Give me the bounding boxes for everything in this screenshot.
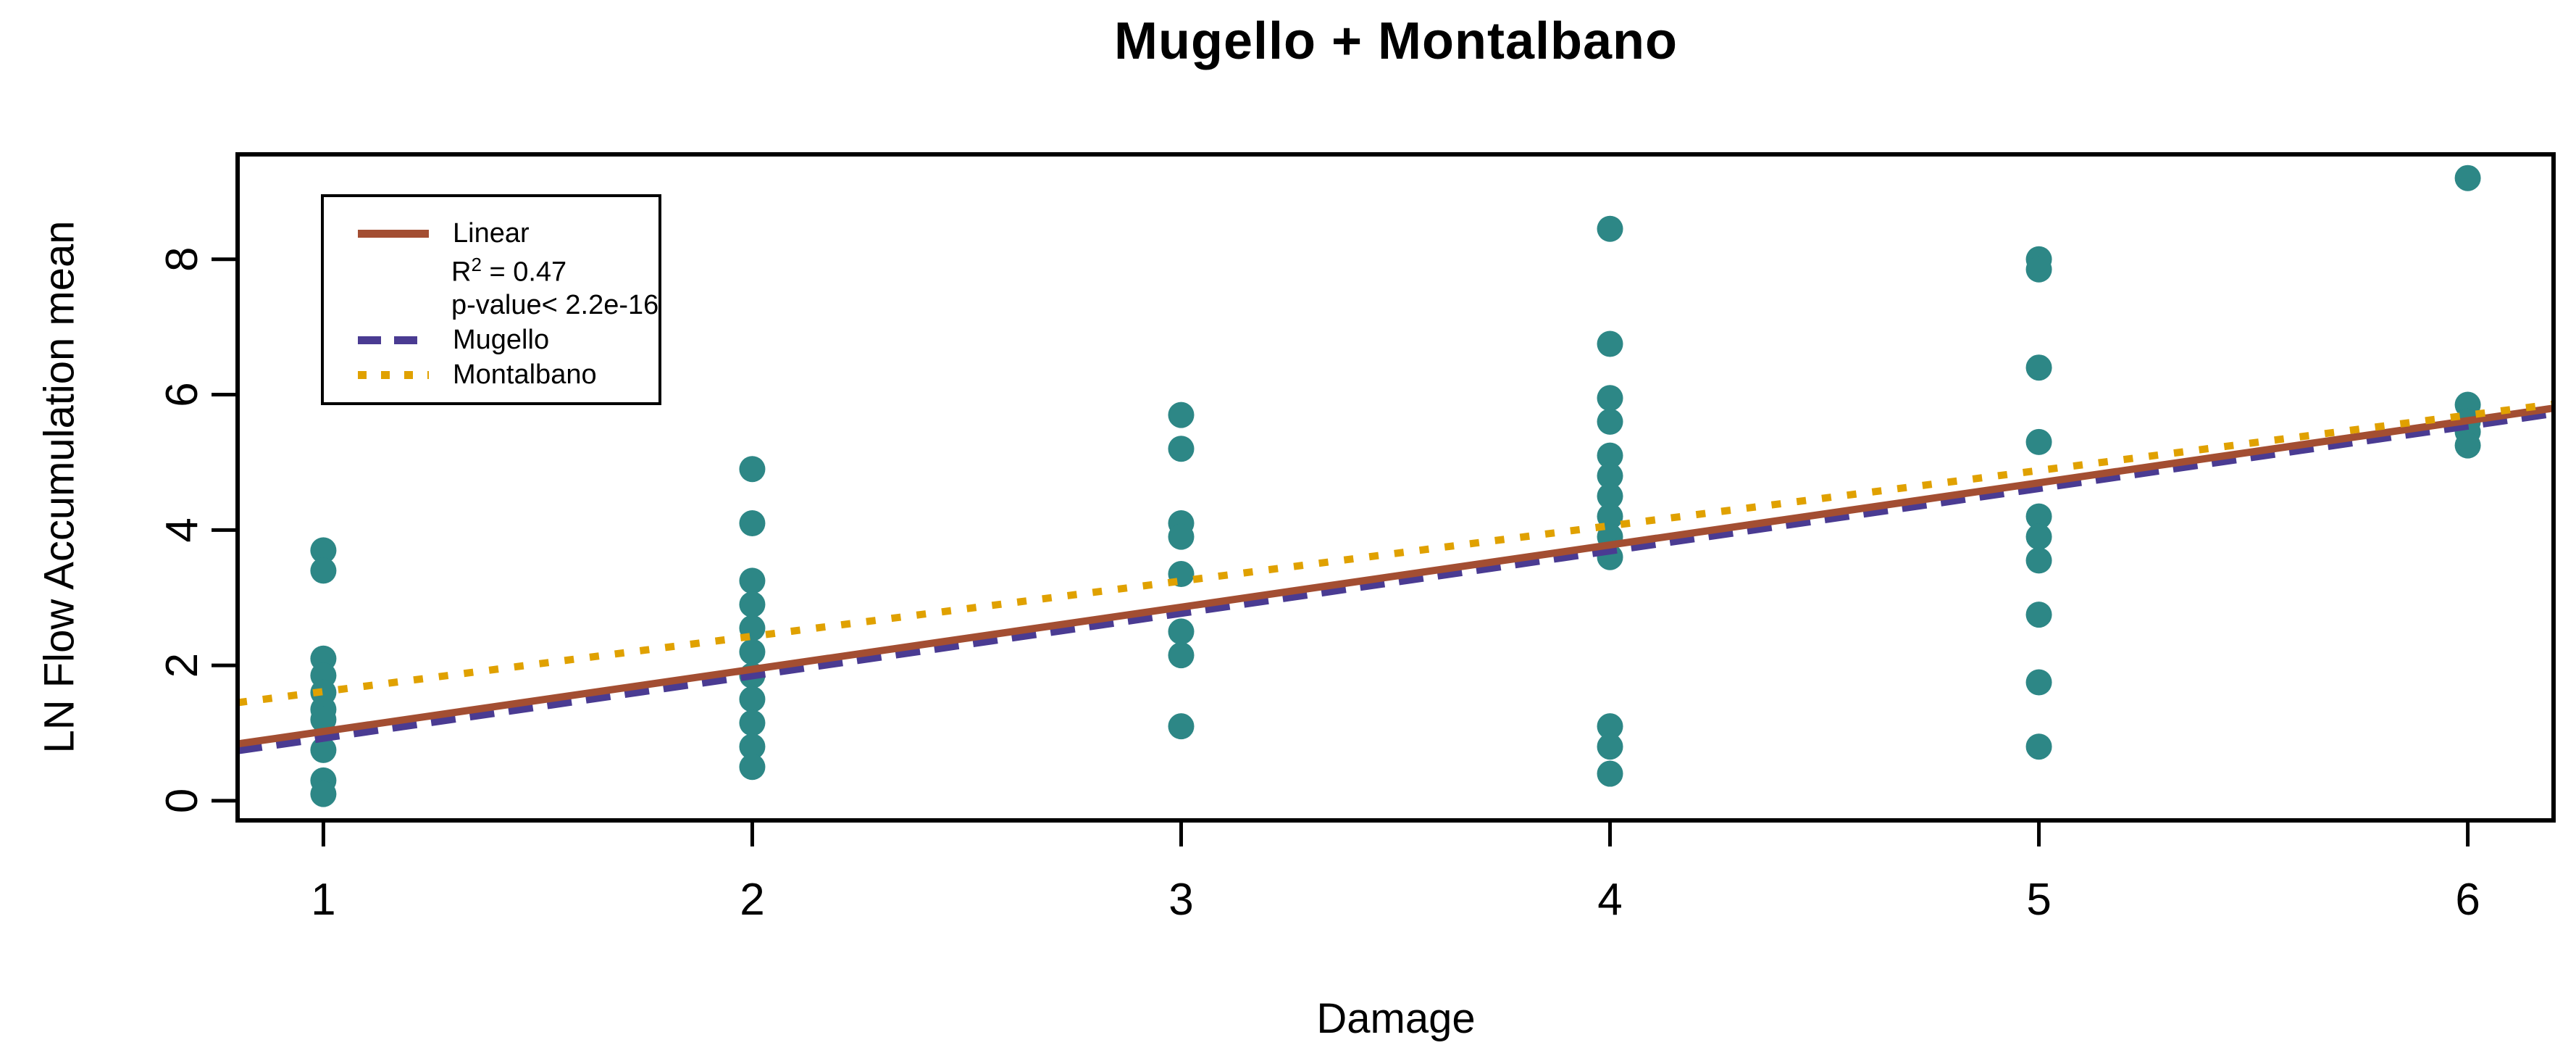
legend-r2-row: R2 = 0.47 [451, 252, 567, 288]
data-point [1597, 760, 1623, 787]
y-tick-label: 8 [157, 247, 207, 272]
y-tick-label: 6 [157, 382, 207, 407]
regression-line-montalbano [237, 400, 2554, 707]
data-point [310, 537, 337, 564]
regression-line-mugello [237, 409, 2554, 754]
legend-box: Linear R2 = 0.47 p-value< 2.2e-16 Mugell… [321, 194, 661, 405]
data-point [2025, 428, 2052, 455]
data-point [739, 710, 766, 736]
legend-item-montalbano: Montalbano [356, 359, 597, 391]
data-point [1168, 401, 1195, 428]
legend-line-solid-icon [358, 229, 429, 238]
data-point [1597, 408, 1623, 435]
legend-label-montalbano: Montalbano [453, 359, 597, 390]
data-point [2025, 523, 2052, 550]
data-point [2025, 547, 2052, 574]
data-point [310, 557, 337, 584]
y-tick-label: 4 [157, 517, 207, 542]
legend-line-dotted-icon [358, 370, 429, 379]
data-point [1168, 436, 1195, 462]
legend-line-dashed-icon [358, 336, 429, 344]
data-point [2454, 165, 2481, 191]
data-point [310, 736, 337, 763]
data-point [310, 706, 337, 733]
y-tick-label: 2 [157, 653, 207, 678]
data-point [1597, 385, 1623, 412]
regression-line-linear [237, 404, 2554, 748]
data-point [739, 591, 766, 618]
legend-label-linear: Linear [453, 218, 530, 249]
data-point [1597, 483, 1623, 509]
x-tick-label: 6 [2455, 875, 2480, 925]
data-point [739, 638, 766, 665]
data-point [2025, 503, 2052, 530]
data-point [1597, 215, 1623, 242]
legend-r2-text: R2 = 0.47 [451, 253, 567, 288]
x-tick-label: 1 [311, 875, 335, 925]
x-tick-label: 3 [1168, 875, 1193, 925]
x-tick-label: 2 [740, 875, 764, 925]
data-point [1597, 442, 1623, 469]
data-point [2025, 256, 2052, 283]
data-point [739, 733, 766, 760]
chart-title: Mugello + Montalbano [1114, 12, 1678, 70]
legend-item-linear: Linear [356, 217, 530, 249]
y-axis-label: LN Flow Accumulation mean [35, 220, 83, 754]
data-point [1597, 462, 1623, 489]
data-point [1168, 523, 1195, 550]
x-axis-label: Damage [1316, 995, 1476, 1042]
data-point [1597, 713, 1623, 740]
data-point [310, 781, 337, 807]
legend-label-mugello: Mugello [453, 325, 550, 355]
data-point [2025, 733, 2052, 760]
data-point [1168, 713, 1195, 740]
legend-pvalue-row: p-value< 2.2e-16 [451, 289, 658, 321]
data-point [1597, 330, 1623, 357]
data-point [2025, 669, 2052, 696]
data-point [739, 567, 766, 594]
data-point [2025, 602, 2052, 628]
data-point [1168, 618, 1195, 645]
data-point [2454, 432, 2481, 459]
data-point [739, 509, 766, 536]
data-point [1597, 733, 1623, 760]
y-tick-label: 0 [157, 789, 207, 813]
legend-pvalue-text: p-value< 2.2e-16 [451, 290, 659, 320]
data-point [1168, 642, 1195, 669]
x-tick-label: 4 [1597, 875, 1622, 925]
legend-item-mugello: Mugello [356, 324, 549, 356]
plot-border [235, 152, 2556, 823]
data-point [2025, 354, 2052, 381]
data-point [739, 686, 766, 712]
data-point [739, 456, 766, 483]
data-point [739, 754, 766, 781]
x-tick-label: 5 [2026, 875, 2051, 925]
